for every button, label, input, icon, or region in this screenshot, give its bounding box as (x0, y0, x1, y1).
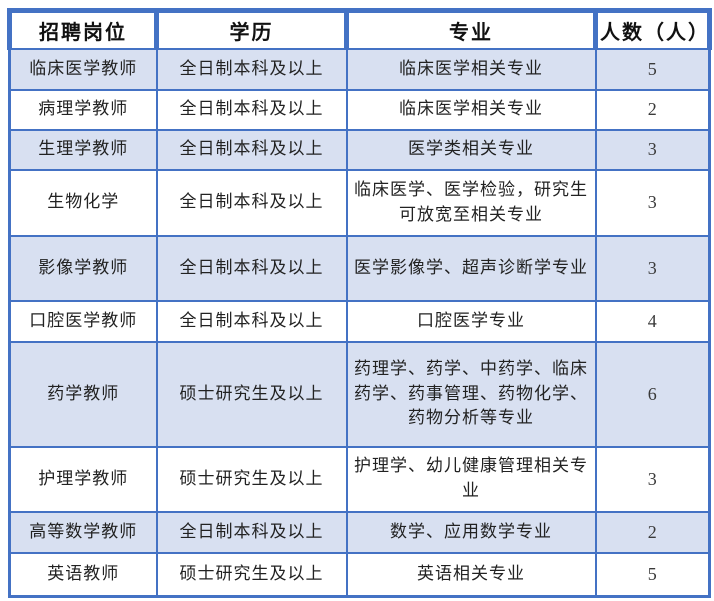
cell-position: 护理学教师 (8, 445, 158, 513)
cell-position: 药学教师 (8, 340, 158, 448)
cell-position: 影像学教师 (8, 234, 158, 302)
table-row: 药学教师 硕士研究生及以上 药理学、药学、中药学、临床药学、药事管理、药物化学、… (8, 340, 711, 448)
cell-major: 英语相关专业 (345, 551, 597, 598)
cell-major: 口腔医学专业 (345, 299, 597, 343)
column-header-major: 专业 (344, 8, 598, 50)
cell-major: 数学、应用数学专业 (345, 510, 597, 554)
column-header-education: 学历 (154, 8, 349, 50)
recruitment-table: 招聘岗位 学历 专业 人数（人） 临床医学教师 全日制本科及以上 临床医学相关专… (7, 8, 712, 598)
cell-education: 全日制本科及以上 (155, 47, 348, 91)
cell-major: 临床医学相关专业 (345, 88, 597, 131)
cell-count: 2 (594, 88, 711, 131)
cell-education: 硕士研究生及以上 (155, 551, 348, 598)
cell-position: 口腔医学教师 (8, 299, 158, 343)
table-row: 护理学教师 硕士研究生及以上 护理学、幼儿健康管理相关专业 3 (8, 445, 711, 513)
cell-major: 护理学、幼儿健康管理相关专业 (345, 445, 597, 513)
cell-count: 3 (594, 445, 711, 513)
table-row: 英语教师 硕士研究生及以上 英语相关专业 5 (8, 551, 711, 598)
header-row: 招聘岗位 学历 专业 人数（人） (7, 8, 712, 50)
table-row: 临床医学教师 全日制本科及以上 临床医学相关专业 5 (8, 47, 711, 91)
table-row: 生物化学 全日制本科及以上 临床医学、医学检验，研究生可放宽至相关专业 3 (8, 168, 711, 237)
cell-education: 硕士研究生及以上 (155, 445, 348, 513)
cell-count: 2 (594, 510, 711, 554)
cell-education: 全日制本科及以上 (155, 168, 348, 237)
table-row: 高等数学教师 全日制本科及以上 数学、应用数学专业 2 (8, 510, 711, 554)
cell-position: 生理学教师 (8, 128, 158, 171)
cell-count: 5 (594, 47, 711, 91)
cell-education: 全日制本科及以上 (155, 510, 348, 554)
table-row: 病理学教师 全日制本科及以上 临床医学相关专业 2 (8, 88, 711, 131)
cell-major: 医学类相关专业 (345, 128, 597, 171)
cell-position: 临床医学教师 (8, 47, 158, 91)
cell-education: 全日制本科及以上 (155, 234, 348, 302)
cell-position: 生物化学 (8, 168, 158, 237)
column-header-position: 招聘岗位 (7, 8, 159, 50)
cell-count: 3 (594, 234, 711, 302)
cell-education: 全日制本科及以上 (155, 299, 348, 343)
cell-major: 临床医学相关专业 (345, 47, 597, 91)
cell-count: 3 (594, 128, 711, 171)
table-row: 影像学教师 全日制本科及以上 医学影像学、超声诊断学专业 3 (8, 234, 711, 302)
cell-education: 硕士研究生及以上 (155, 340, 348, 448)
cell-position: 英语教师 (8, 551, 158, 598)
table-row: 生理学教师 全日制本科及以上 医学类相关专业 3 (8, 128, 711, 171)
cell-major: 医学影像学、超声诊断学专业 (345, 234, 597, 302)
cell-count: 6 (594, 340, 711, 448)
cell-education: 全日制本科及以上 (155, 128, 348, 171)
cell-position: 高等数学教师 (8, 510, 158, 554)
cell-major: 临床医学、医学检验，研究生可放宽至相关专业 (345, 168, 597, 237)
cell-education: 全日制本科及以上 (155, 88, 348, 131)
table-row: 口腔医学教师 全日制本科及以上 口腔医学专业 4 (8, 299, 711, 343)
cell-position: 病理学教师 (8, 88, 158, 131)
cell-count: 4 (594, 299, 711, 343)
cell-major: 药理学、药学、中药学、临床药学、药事管理、药物化学、药物分析等专业 (345, 340, 597, 448)
cell-count: 5 (594, 551, 711, 598)
column-header-count: 人数（人） (593, 8, 712, 50)
cell-count: 3 (594, 168, 711, 237)
